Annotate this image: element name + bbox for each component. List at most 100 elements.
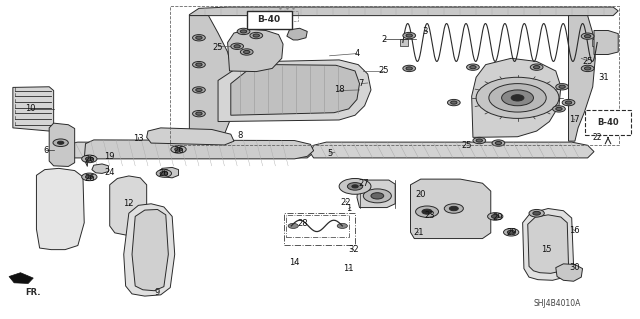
Circle shape [562,100,575,106]
Text: 20: 20 [415,190,426,199]
Text: 26: 26 [84,155,95,164]
Text: 19: 19 [104,152,115,161]
Circle shape [556,107,562,110]
Circle shape [86,157,93,161]
Polygon shape [287,28,307,40]
Polygon shape [109,176,147,235]
Text: 30: 30 [570,263,580,272]
Circle shape [348,182,363,190]
Circle shape [447,100,460,106]
Circle shape [241,30,246,33]
Circle shape [196,112,202,115]
Polygon shape [592,39,600,46]
Circle shape [196,36,202,39]
Text: 7: 7 [359,79,364,88]
Circle shape [82,173,97,181]
Text: 25: 25 [461,141,472,150]
Text: FR.: FR. [26,287,41,297]
Text: B-40: B-40 [597,118,619,127]
Circle shape [492,140,505,146]
Circle shape [470,66,476,69]
Text: B-40: B-40 [257,15,280,24]
Text: 10: 10 [25,104,35,113]
Text: 26: 26 [173,145,184,154]
Circle shape [531,64,543,70]
Polygon shape [556,264,582,281]
Text: 27: 27 [358,179,369,188]
Circle shape [231,43,244,49]
Circle shape [339,178,371,194]
Circle shape [552,106,565,112]
Text: 8: 8 [237,131,243,140]
Text: 26: 26 [159,169,169,178]
Circle shape [451,101,457,104]
Text: 14: 14 [289,258,300,267]
Text: 25: 25 [378,66,389,76]
Circle shape [495,141,502,145]
Circle shape [58,141,64,144]
Circle shape [592,122,615,134]
Circle shape [193,110,205,117]
Polygon shape [523,209,573,280]
Circle shape [241,49,253,55]
Circle shape [364,189,392,203]
Circle shape [82,155,97,163]
Circle shape [193,62,205,68]
Text: 24: 24 [104,168,115,177]
Circle shape [237,28,250,34]
Polygon shape [228,29,283,71]
Polygon shape [84,140,314,167]
Circle shape [584,67,591,70]
Circle shape [502,90,534,106]
FancyBboxPatch shape [246,11,292,29]
Polygon shape [231,65,360,115]
Text: 22: 22 [593,133,602,142]
Circle shape [406,34,412,37]
Circle shape [422,209,432,214]
Circle shape [196,63,202,66]
Polygon shape [310,142,594,158]
Polygon shape [132,210,168,291]
Circle shape [565,101,572,104]
Text: 31: 31 [598,73,609,82]
Circle shape [171,145,186,153]
Circle shape [193,87,205,93]
Polygon shape [568,16,595,141]
Text: 5: 5 [327,149,332,158]
Text: 12: 12 [124,199,134,208]
Circle shape [403,65,415,71]
Polygon shape [147,128,234,145]
Text: 3: 3 [422,27,428,36]
Circle shape [534,66,540,69]
Text: 21: 21 [413,228,424,237]
Polygon shape [594,31,618,55]
Text: 17: 17 [570,115,580,124]
Circle shape [415,206,438,217]
Circle shape [533,211,540,215]
Circle shape [234,45,241,48]
Text: 6: 6 [44,145,49,154]
Text: 29: 29 [506,228,516,237]
Circle shape [581,33,594,39]
Polygon shape [124,204,175,296]
Polygon shape [399,39,408,46]
Circle shape [253,34,259,37]
Circle shape [444,204,463,213]
Polygon shape [92,164,108,174]
Text: 15: 15 [541,245,552,254]
Polygon shape [159,167,179,178]
Circle shape [406,67,412,70]
Text: 26: 26 [84,174,95,183]
Polygon shape [528,215,568,273]
Circle shape [492,214,499,218]
Text: 32: 32 [348,245,358,254]
Circle shape [250,33,262,39]
Circle shape [371,193,384,199]
Text: 11: 11 [344,264,354,273]
Text: 1: 1 [346,204,351,213]
Circle shape [86,175,93,179]
Text: 25: 25 [582,57,593,66]
Text: 2: 2 [381,35,387,44]
Text: 9: 9 [155,288,160,297]
Circle shape [175,147,182,151]
